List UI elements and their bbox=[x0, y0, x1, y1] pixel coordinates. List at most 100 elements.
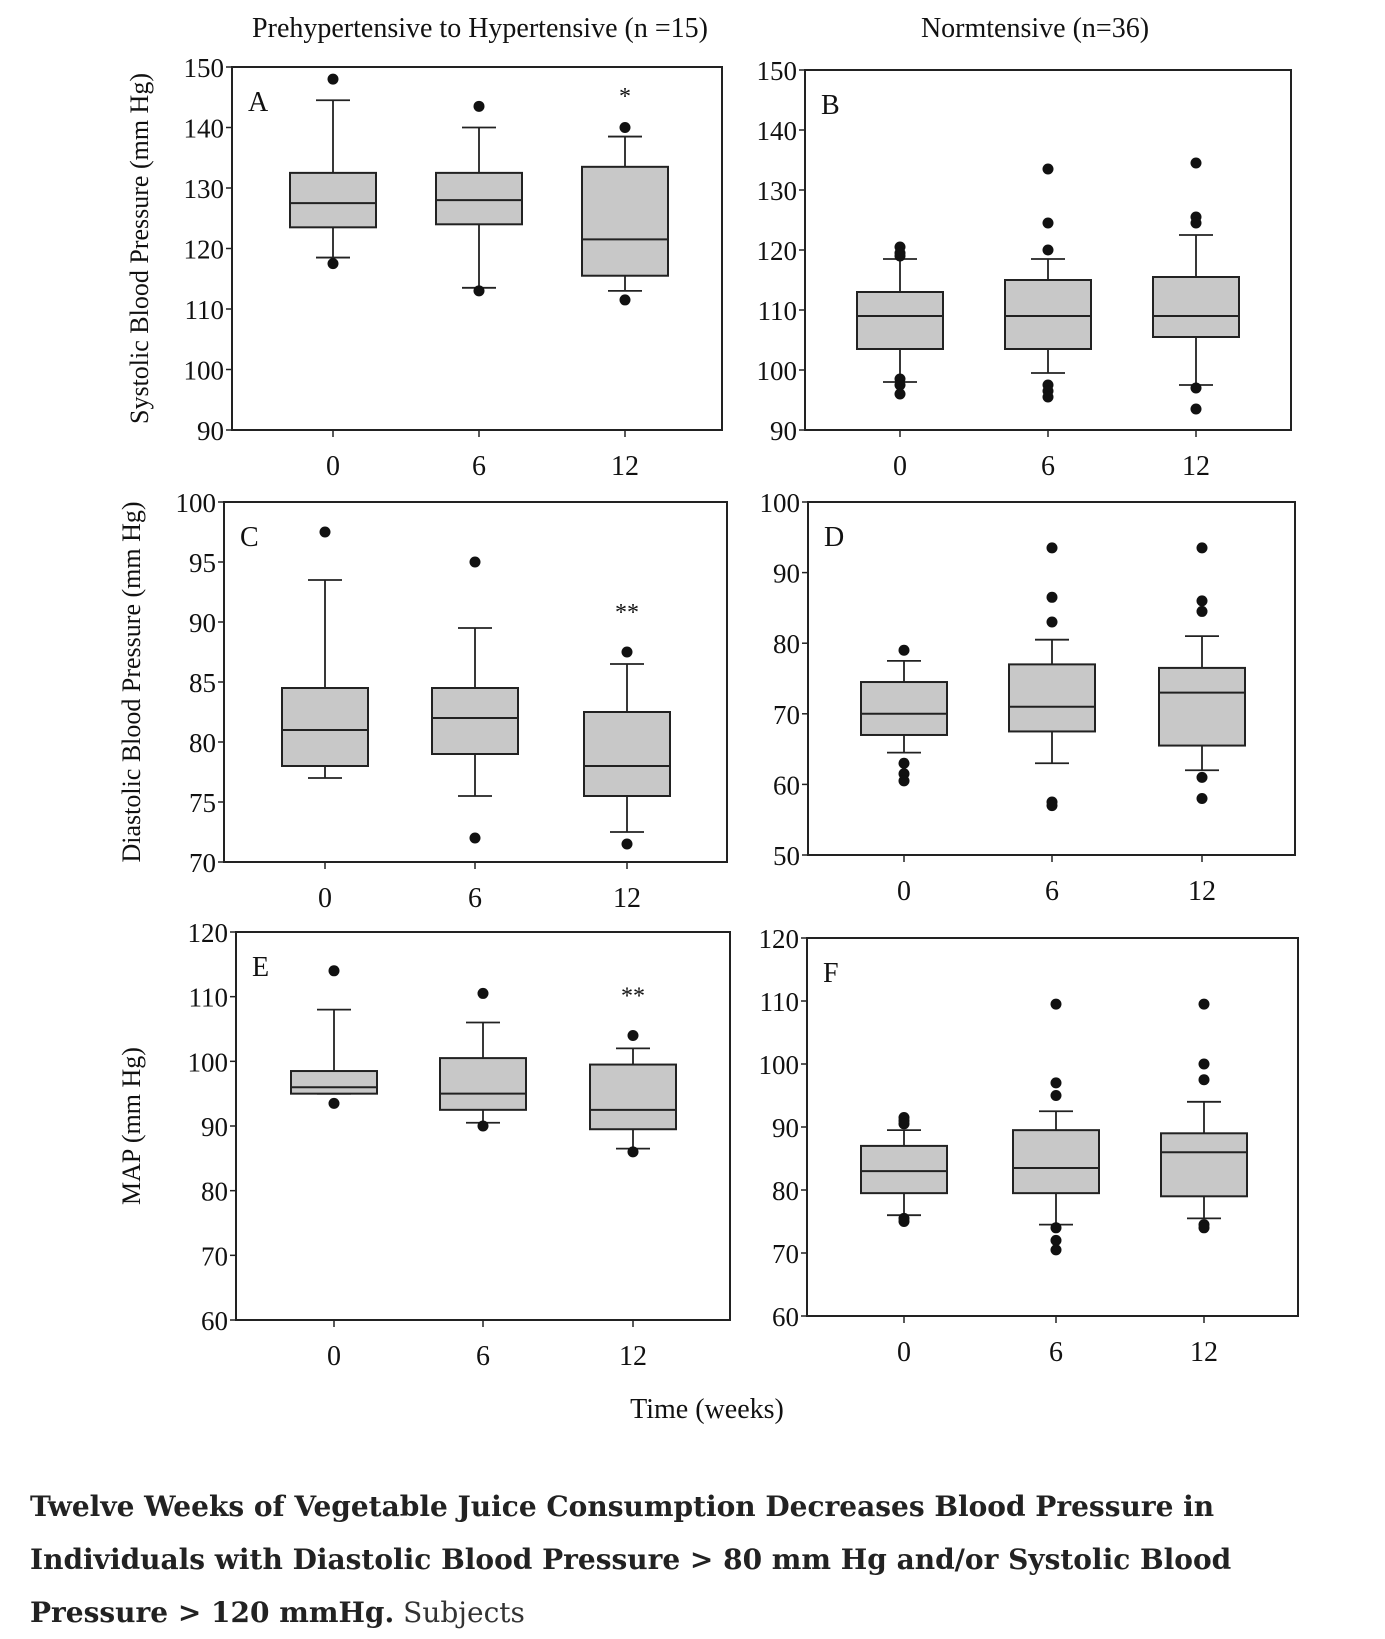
box-plot-figure: Prehypertensive to Hypertensive (n =15) … bbox=[117, 13, 1299, 1425]
iqr-box bbox=[289, 171, 377, 229]
panel-e: E 60 70 80 90 100 110 120 MAP (mm Hg) 0 6 12 ** bbox=[117, 918, 731, 1372]
y-tick-label: 90 bbox=[189, 608, 216, 638]
iqr-box bbox=[1004, 279, 1092, 350]
y-tick-label: 150 bbox=[184, 53, 225, 83]
x-tick-label: 6 bbox=[476, 1341, 490, 1372]
y-tick-label: 110 bbox=[189, 983, 229, 1013]
panel-b: B 90 100 110 120 130 140 150 0 6 12 bbox=[757, 56, 1292, 482]
outlier-point bbox=[898, 757, 910, 769]
outlier-point bbox=[621, 838, 633, 850]
y-tick-label: 85 bbox=[189, 668, 216, 698]
group-title-normotensive: Normtensive (n=36) bbox=[921, 13, 1149, 44]
caption-title: Twelve Weeks of Vegetable Juice Consumpt… bbox=[30, 1490, 1232, 1629]
iqr-box bbox=[581, 165, 669, 277]
outlier-point bbox=[1042, 391, 1054, 403]
x-tick-label: 0 bbox=[327, 1341, 341, 1372]
y-tick-label: 100 bbox=[184, 356, 225, 386]
y-tick-label: 75 bbox=[189, 788, 216, 818]
x-tick-label: 12 bbox=[613, 883, 641, 914]
y-tick-label: 120 bbox=[757, 236, 798, 266]
outlier-point bbox=[1190, 403, 1202, 415]
y-tick-label: 70 bbox=[772, 1239, 799, 1269]
outlier-point bbox=[894, 379, 906, 391]
outlier-point bbox=[1196, 542, 1208, 554]
outlier-point bbox=[1050, 1077, 1062, 1089]
iqr-box bbox=[860, 681, 948, 736]
y-tick-label: 50 bbox=[773, 841, 800, 871]
y-tick-label: 60 bbox=[773, 770, 800, 800]
x-tick-label: 0 bbox=[893, 451, 907, 482]
y-tick-label: 95 bbox=[189, 548, 216, 578]
x-tick-label: 6 bbox=[1049, 1337, 1063, 1368]
significance-marker: ** bbox=[615, 600, 639, 626]
y-tick-label: 80 bbox=[773, 629, 800, 659]
outlier-point bbox=[1050, 1090, 1062, 1101]
y-tick-label: 70 bbox=[773, 700, 800, 730]
outlier-point bbox=[319, 526, 331, 538]
iqr-box bbox=[1152, 276, 1240, 338]
iqr-box bbox=[431, 687, 519, 755]
x-axis-label: Time (weeks) bbox=[630, 1394, 784, 1425]
outlier-point bbox=[1198, 1074, 1210, 1086]
iqr-box bbox=[1012, 1129, 1100, 1195]
panel-letter: F bbox=[823, 958, 839, 989]
y-tick-label: 70 bbox=[201, 1241, 228, 1271]
iqr-box bbox=[281, 687, 369, 767]
y-axis-label: MAP (mm Hg) bbox=[117, 1047, 146, 1205]
y-tick-label: 120 bbox=[188, 918, 229, 948]
y-tick-label: 120 bbox=[184, 235, 225, 265]
y-axis-label: Systolic Blood Pressure (mm Hg) bbox=[125, 73, 154, 424]
y-tick-label: 60 bbox=[772, 1302, 799, 1332]
outlier-point bbox=[1050, 998, 1062, 1010]
outlier-point bbox=[477, 1120, 489, 1132]
outlier-point bbox=[1190, 157, 1202, 169]
panel-f: F 60 70 80 90 100 110 120 0 6 12 bbox=[759, 924, 1299, 1368]
y-tick-label: 100 bbox=[176, 488, 217, 518]
iqr-box bbox=[1008, 663, 1096, 733]
y-tick-label: 80 bbox=[189, 728, 216, 758]
outlier-point bbox=[477, 987, 489, 999]
outlier-point bbox=[473, 100, 485, 112]
iqr-box bbox=[1158, 666, 1246, 747]
x-tick-label: 6 bbox=[1045, 876, 1059, 907]
y-tick-label: 60 bbox=[201, 1306, 228, 1336]
iqr-box bbox=[1160, 1132, 1248, 1198]
y-tick-label: 140 bbox=[184, 114, 225, 144]
x-tick-label: 6 bbox=[468, 883, 482, 914]
outlier-point bbox=[621, 646, 633, 658]
outlier-point bbox=[1198, 998, 1210, 1010]
outlier-point bbox=[1196, 595, 1208, 607]
iqr-box bbox=[583, 711, 671, 797]
y-tick-label: 130 bbox=[184, 174, 225, 204]
outlier-point bbox=[1190, 217, 1202, 229]
y-tick-label: 90 bbox=[772, 1113, 799, 1143]
outlier-point bbox=[1042, 217, 1054, 229]
panel-letter: A bbox=[248, 87, 269, 118]
outlier-point bbox=[898, 1118, 910, 1130]
y-tick-label: 80 bbox=[201, 1177, 228, 1207]
outlier-point bbox=[1050, 1234, 1062, 1246]
outlier-point bbox=[1196, 771, 1208, 783]
y-tick-label: 110 bbox=[760, 987, 800, 1017]
y-tick-label: 130 bbox=[757, 176, 798, 206]
outlier-point bbox=[898, 1216, 910, 1227]
outlier-point bbox=[327, 258, 339, 270]
outlier-point bbox=[1190, 382, 1202, 394]
outlier-point bbox=[1046, 800, 1058, 812]
outlier-point bbox=[1196, 793, 1208, 805]
panel-frame bbox=[806, 937, 1299, 1317]
outlier-point bbox=[898, 644, 910, 656]
outlier-point bbox=[898, 775, 910, 787]
outlier-point bbox=[894, 250, 906, 262]
y-tick-label: 140 bbox=[757, 116, 798, 146]
x-tick-label: 0 bbox=[897, 876, 911, 907]
x-tick-label: 6 bbox=[1041, 451, 1055, 482]
outlier-point bbox=[627, 1029, 639, 1041]
outlier-point bbox=[328, 1097, 340, 1109]
x-tick-label: 12 bbox=[1188, 876, 1216, 907]
y-tick-label: 100 bbox=[759, 1050, 800, 1080]
outlier-point bbox=[894, 388, 906, 400]
caption-text: Subjects bbox=[403, 1596, 525, 1629]
x-tick-label: 12 bbox=[611, 451, 639, 482]
y-tick-label: 150 bbox=[757, 56, 798, 86]
